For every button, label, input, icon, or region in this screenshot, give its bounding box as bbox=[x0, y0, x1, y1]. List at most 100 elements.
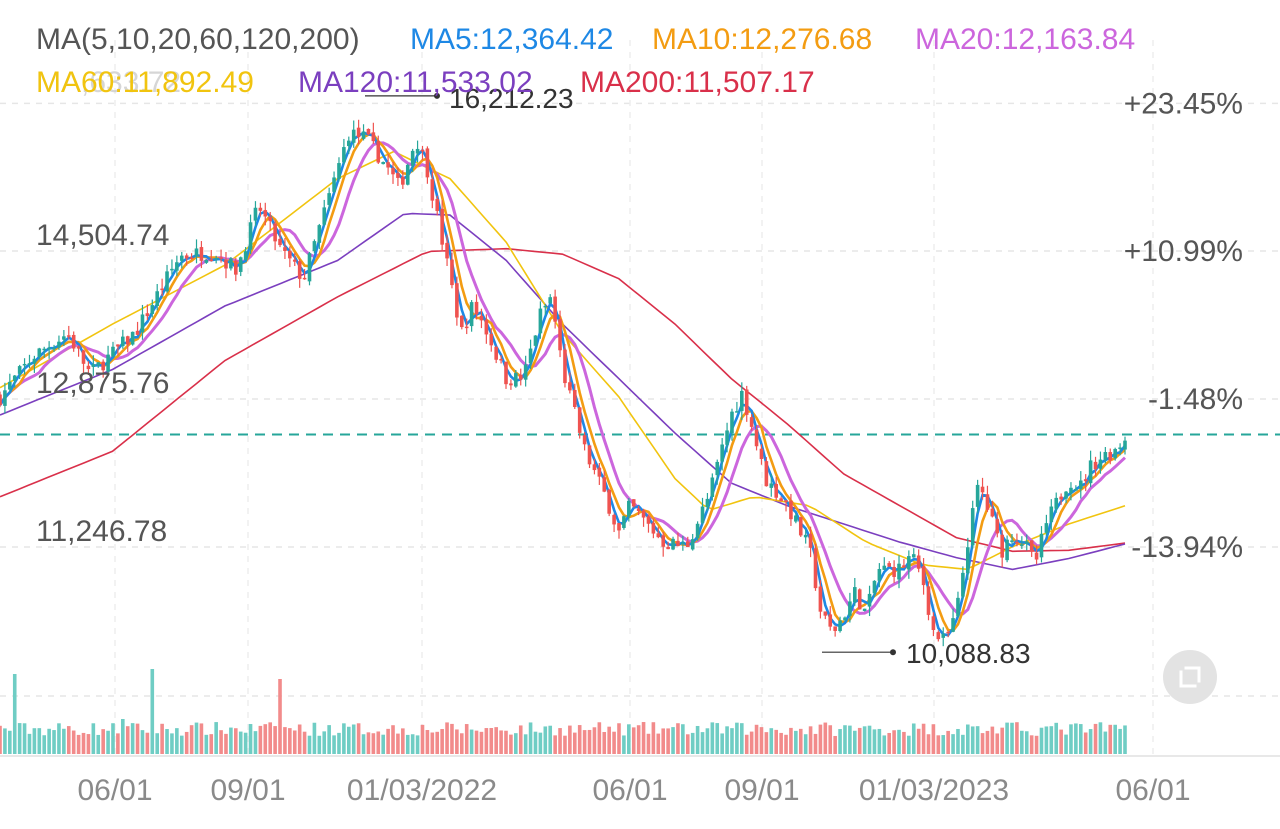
fullscreen-icon bbox=[1179, 666, 1201, 688]
volume-bar bbox=[902, 731, 906, 754]
volume-bar bbox=[514, 733, 518, 754]
candle-body bbox=[779, 498, 783, 502]
candle bbox=[76, 345, 81, 357]
candle-body bbox=[76, 346, 81, 349]
candle bbox=[12, 375, 17, 388]
volume-bar bbox=[86, 734, 91, 754]
candle bbox=[754, 425, 759, 451]
candle-body bbox=[1108, 452, 1113, 461]
candle bbox=[882, 557, 887, 571]
candle-body bbox=[509, 383, 513, 386]
candle bbox=[587, 444, 592, 469]
candle bbox=[582, 432, 587, 451]
volume-bar bbox=[66, 726, 71, 754]
volume-bar bbox=[302, 731, 307, 754]
candle-body bbox=[941, 633, 946, 638]
candle-body bbox=[1029, 540, 1034, 552]
candle-body bbox=[474, 301, 479, 315]
volume-bar bbox=[184, 731, 189, 754]
volume-bar bbox=[170, 733, 174, 754]
fullscreen-button[interactable] bbox=[1163, 650, 1217, 704]
candle-body bbox=[980, 486, 985, 493]
volume-bar bbox=[401, 728, 405, 754]
candle-body bbox=[685, 541, 690, 548]
legend-title: MA(5,10,20,60,120,200) bbox=[36, 23, 360, 56]
candle-body bbox=[867, 593, 872, 607]
candle-body bbox=[710, 477, 715, 497]
candle bbox=[813, 543, 818, 591]
x-tick-label: 09/01 bbox=[210, 774, 285, 807]
volume-bar bbox=[327, 725, 331, 754]
candle bbox=[705, 493, 710, 512]
candle bbox=[425, 146, 430, 184]
volume-bar bbox=[346, 726, 351, 754]
candle-body bbox=[1088, 460, 1093, 484]
volume-bar bbox=[332, 735, 336, 754]
candle-body bbox=[985, 494, 990, 510]
candle bbox=[391, 161, 395, 184]
candle-body bbox=[911, 554, 916, 558]
candle bbox=[607, 488, 611, 517]
candle bbox=[921, 558, 926, 595]
candle bbox=[450, 252, 454, 289]
candle-body bbox=[607, 489, 611, 514]
candle-body bbox=[666, 546, 670, 550]
candle-body bbox=[1074, 489, 1078, 491]
volume-bar bbox=[975, 726, 980, 754]
volume-bar bbox=[317, 735, 322, 754]
candle-body bbox=[469, 302, 474, 327]
candle-body bbox=[651, 522, 656, 534]
candle-body bbox=[808, 533, 813, 548]
volume-bar bbox=[764, 732, 769, 754]
volume-bar bbox=[577, 725, 582, 754]
candle bbox=[440, 200, 444, 252]
candle-body bbox=[3, 390, 7, 406]
candle bbox=[853, 578, 857, 606]
volume-bar bbox=[926, 734, 931, 754]
candle bbox=[995, 511, 1000, 538]
volume-bar bbox=[911, 723, 916, 754]
volume-bar bbox=[818, 724, 823, 754]
volume-bar bbox=[1098, 722, 1103, 754]
candle-body bbox=[312, 241, 317, 252]
volume-bar bbox=[420, 724, 425, 754]
candle-body bbox=[902, 565, 906, 568]
candle-body bbox=[278, 238, 282, 246]
candle bbox=[189, 253, 194, 260]
candle bbox=[612, 513, 616, 533]
candle bbox=[744, 385, 749, 422]
volume-bar bbox=[808, 726, 813, 754]
volume-bar bbox=[175, 728, 179, 754]
volume-bar bbox=[91, 723, 96, 754]
volume-bar bbox=[543, 726, 548, 754]
candle-body bbox=[612, 514, 616, 525]
candle-body bbox=[415, 148, 420, 154]
candle-body bbox=[268, 216, 272, 222]
candle bbox=[602, 470, 607, 493]
candle bbox=[292, 252, 297, 267]
candle bbox=[843, 616, 847, 621]
volume-bar bbox=[1059, 729, 1063, 754]
volume-bar bbox=[351, 724, 356, 754]
candle-body bbox=[101, 361, 105, 371]
volume-bar bbox=[214, 722, 218, 754]
candle bbox=[774, 476, 779, 501]
candle bbox=[961, 566, 965, 600]
candle-body bbox=[587, 445, 592, 465]
candle bbox=[509, 379, 513, 390]
low-marker-label: 10,088.83 bbox=[906, 638, 1031, 669]
volume-bar bbox=[292, 730, 297, 754]
candle-body bbox=[155, 291, 160, 306]
volume-bar bbox=[1044, 726, 1049, 754]
volume-bar bbox=[405, 734, 410, 754]
candle-body bbox=[1059, 496, 1063, 500]
volume-bar bbox=[1088, 729, 1093, 754]
volume-bar bbox=[1078, 724, 1083, 754]
candle-body bbox=[57, 341, 61, 348]
volume-bar bbox=[263, 724, 268, 754]
candle-body bbox=[1054, 497, 1059, 509]
volume-bar bbox=[946, 730, 950, 754]
candle bbox=[312, 239, 317, 254]
